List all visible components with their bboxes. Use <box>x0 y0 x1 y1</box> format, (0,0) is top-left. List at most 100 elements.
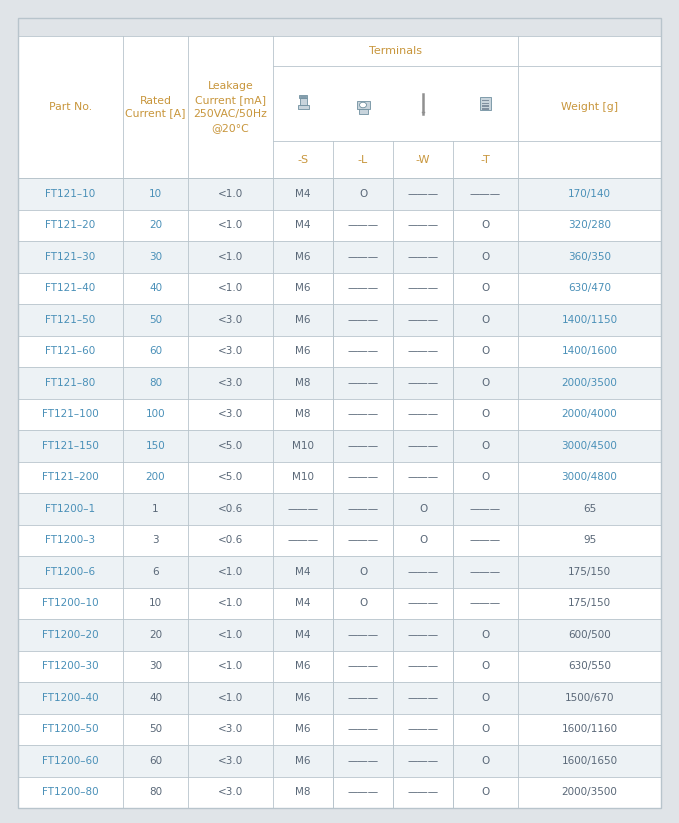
Text: FT1200–3: FT1200–3 <box>45 535 96 546</box>
Text: M4: M4 <box>295 567 311 577</box>
Text: <3.0: <3.0 <box>218 724 243 734</box>
Text: O: O <box>481 252 490 262</box>
Text: M8: M8 <box>295 378 311 388</box>
Text: <1.0: <1.0 <box>218 567 243 577</box>
Text: O: O <box>481 314 490 325</box>
Text: ———: ——— <box>348 441 379 451</box>
Text: 6: 6 <box>152 567 159 577</box>
Text: Part No.: Part No. <box>49 102 92 112</box>
Text: 2000/4000: 2000/4000 <box>562 409 617 419</box>
Text: <1.0: <1.0 <box>218 221 243 230</box>
Text: ———: ——— <box>348 693 379 703</box>
Text: Weight [g]: Weight [g] <box>561 102 618 112</box>
Text: M10: M10 <box>292 472 314 482</box>
Text: 50: 50 <box>149 724 162 734</box>
Text: ———: ——— <box>407 724 439 734</box>
Text: M6: M6 <box>295 252 311 262</box>
Text: <0.6: <0.6 <box>218 504 243 514</box>
Text: O: O <box>481 724 490 734</box>
Text: ———: ——— <box>407 378 439 388</box>
Text: ———: ——— <box>470 598 501 608</box>
Text: FT121–40: FT121–40 <box>45 283 96 293</box>
Bar <box>480 97 491 110</box>
Bar <box>18 524 661 556</box>
Text: M4: M4 <box>295 188 311 198</box>
Text: ———: ——— <box>407 283 439 293</box>
Bar <box>18 588 661 619</box>
Text: M6: M6 <box>295 756 311 765</box>
Text: <1.0: <1.0 <box>218 188 243 198</box>
Text: 30: 30 <box>149 661 162 672</box>
Text: FT121–100: FT121–100 <box>42 409 99 419</box>
Bar <box>18 178 661 210</box>
Text: 20: 20 <box>149 221 162 230</box>
Text: <1.0: <1.0 <box>218 598 243 608</box>
Text: <5.0: <5.0 <box>218 472 243 482</box>
Bar <box>18 682 661 714</box>
Text: O: O <box>359 188 367 198</box>
Bar <box>18 430 661 462</box>
Ellipse shape <box>359 102 367 108</box>
Text: M6: M6 <box>295 724 311 734</box>
Text: O: O <box>481 661 490 672</box>
Text: <1.0: <1.0 <box>218 630 243 639</box>
Bar <box>18 367 661 398</box>
Text: <3.0: <3.0 <box>218 346 243 356</box>
Text: FT121–20: FT121–20 <box>45 221 96 230</box>
Text: ———: ——— <box>407 188 439 198</box>
Text: ———: ——— <box>348 346 379 356</box>
Text: 1400/1150: 1400/1150 <box>562 314 618 325</box>
Text: -W: -W <box>416 155 430 165</box>
Text: ———: ——— <box>470 504 501 514</box>
Text: O: O <box>481 693 490 703</box>
Text: 65: 65 <box>583 504 596 514</box>
Text: -L: -L <box>358 155 368 165</box>
Text: ———: ——— <box>348 221 379 230</box>
Text: <1.0: <1.0 <box>218 693 243 703</box>
Bar <box>481 103 490 104</box>
Text: ———: ——— <box>407 598 439 608</box>
Text: ———: ——— <box>470 535 501 546</box>
Bar <box>356 100 369 109</box>
Text: 1400/1600: 1400/1600 <box>562 346 617 356</box>
Text: FT1200–80: FT1200–80 <box>42 788 99 797</box>
Text: FT1200–6: FT1200–6 <box>45 567 96 577</box>
Text: 360/350: 360/350 <box>568 252 611 262</box>
Text: <3.0: <3.0 <box>218 314 243 325</box>
Text: 3000/4500: 3000/4500 <box>562 441 617 451</box>
Text: M6: M6 <box>295 314 311 325</box>
Text: ———: ——— <box>407 252 439 262</box>
Text: FT121–80: FT121–80 <box>45 378 96 388</box>
Text: ———: ——— <box>407 409 439 419</box>
Bar <box>18 556 661 588</box>
Text: ———: ——— <box>348 409 379 419</box>
Bar <box>18 18 661 36</box>
Text: ———: ——— <box>348 314 379 325</box>
Text: ———: ——— <box>407 314 439 325</box>
Bar <box>18 398 661 430</box>
Text: <1.0: <1.0 <box>218 283 243 293</box>
Bar <box>481 100 490 101</box>
Text: ———: ——— <box>470 567 501 577</box>
Bar <box>18 336 661 367</box>
Text: 150: 150 <box>145 441 166 451</box>
Bar <box>299 95 307 98</box>
Bar <box>359 109 367 114</box>
Text: 10: 10 <box>149 598 162 608</box>
Text: O: O <box>481 221 490 230</box>
Bar <box>18 462 661 493</box>
Text: FT121–50: FT121–50 <box>45 314 96 325</box>
Text: O: O <box>481 378 490 388</box>
Text: ———: ——— <box>348 788 379 797</box>
Text: M6: M6 <box>295 283 311 293</box>
Text: 60: 60 <box>149 756 162 765</box>
Text: <5.0: <5.0 <box>218 441 243 451</box>
Text: ———: ——— <box>407 756 439 765</box>
Text: ———: ——— <box>407 346 439 356</box>
Bar <box>18 714 661 745</box>
Text: <3.0: <3.0 <box>218 409 243 419</box>
Text: 10: 10 <box>149 188 162 198</box>
Text: M4: M4 <box>295 630 311 639</box>
Text: <1.0: <1.0 <box>218 661 243 672</box>
Text: M6: M6 <box>295 693 311 703</box>
